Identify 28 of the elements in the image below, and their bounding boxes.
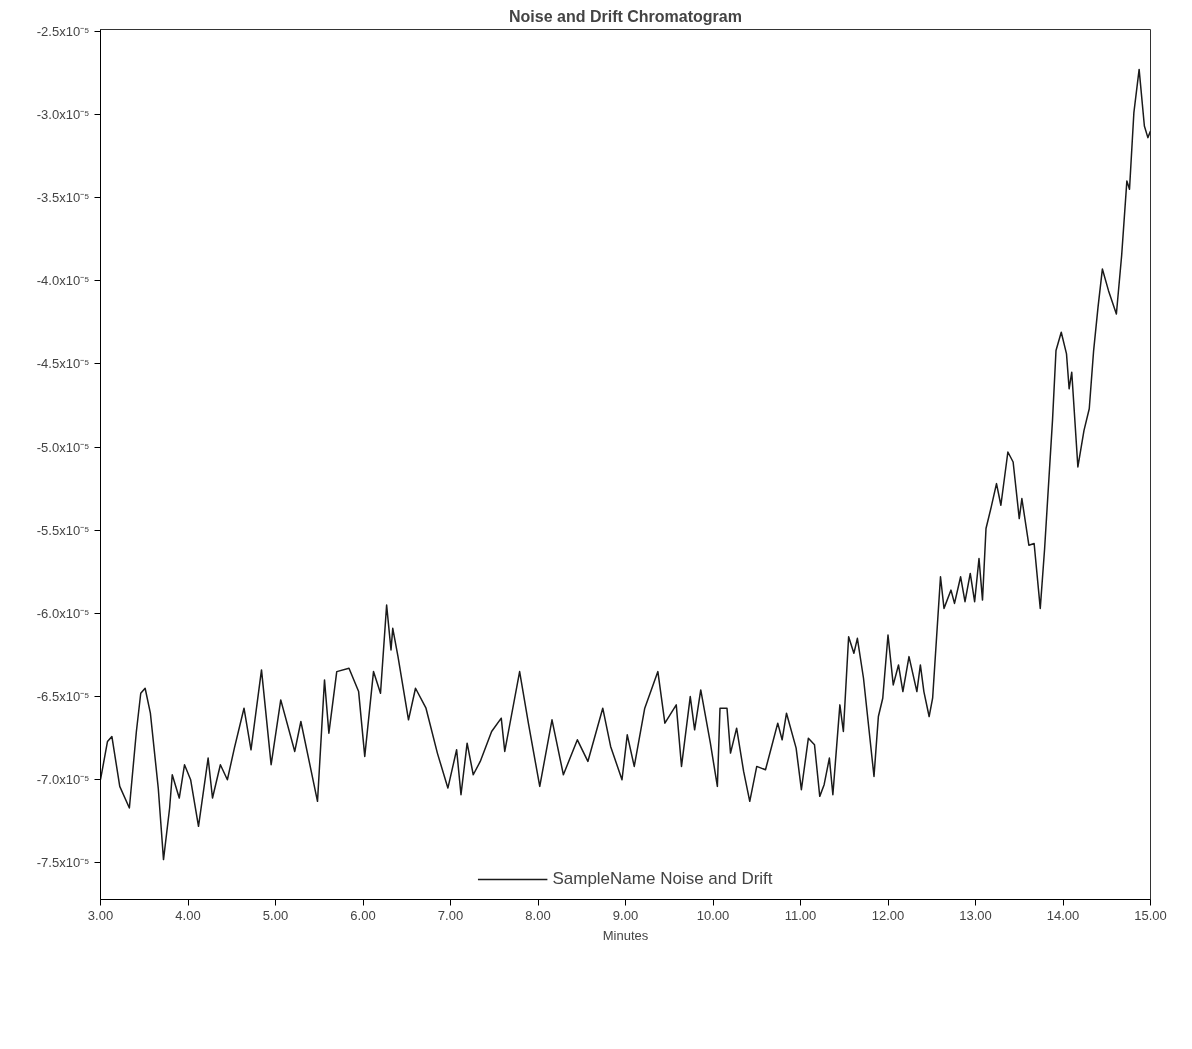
y-tick-label: -3.0x10⁻⁵: [36, 106, 90, 122]
y-tick-label: -6.0x10⁻⁵: [36, 605, 90, 621]
x-tick-label: 5.00: [262, 907, 289, 923]
x-tick-label: 11.00: [784, 907, 817, 923]
y-tick-label: -4.0x10⁻⁵: [36, 273, 90, 289]
x-tick-label: 3.00: [87, 907, 114, 923]
y-tick-label: -5.0x10⁻⁵: [36, 439, 90, 455]
x-tick-label: 12.00: [871, 907, 905, 923]
y-tick-label: -7.5x10⁻⁵: [36, 855, 90, 871]
y-tick-label: -3.5x10⁻⁵: [36, 190, 90, 206]
line-series: [100, 68, 1151, 861]
x-tick-label: 8.00: [525, 907, 551, 923]
y-tick-label: -7.0x10⁻⁵: [36, 772, 90, 788]
y-tick-label: -4.5x10⁻⁵: [36, 356, 90, 372]
x-tick-label: 14.00: [1046, 907, 1080, 923]
y-tick-label: -6.5x10⁻⁵: [36, 689, 90, 705]
x-tick-label: 9.00: [612, 907, 639, 923]
chart-title: Noise and Drift Chromatogram: [509, 7, 742, 25]
x-axis-title: Minutes: [602, 927, 649, 943]
legend-label: SampleName Noise and Drift: [552, 869, 773, 889]
x-tick-label: 4.00: [175, 907, 201, 923]
y-tick-label: -2.5x10⁻⁵: [36, 23, 90, 39]
x-tick-label: 7.00: [437, 907, 464, 923]
x-tick-label: 13.00: [959, 907, 992, 923]
y-tick-label: -5.5x10⁻⁵: [36, 522, 90, 538]
x-tick-label: 15.00: [1134, 907, 1167, 923]
x-tick-label: 10.00: [696, 907, 730, 923]
x-tick-label: 6.00: [350, 907, 376, 923]
